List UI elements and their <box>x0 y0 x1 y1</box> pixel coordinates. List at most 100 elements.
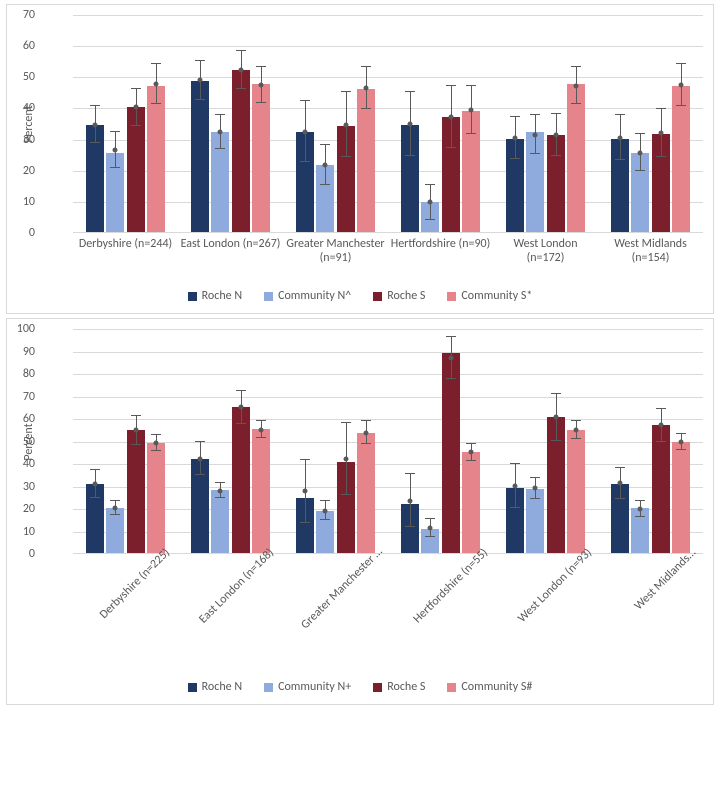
bar <box>672 86 690 232</box>
y-tick: 10 <box>23 195 41 209</box>
bar <box>191 81 209 232</box>
bar-group <box>493 15 598 232</box>
bar <box>106 508 124 553</box>
y-tick: 50 <box>23 70 41 84</box>
bar <box>506 139 524 232</box>
bar <box>232 70 250 232</box>
legend-swatch <box>188 683 197 692</box>
y-tick: 40 <box>23 457 41 471</box>
bar-group <box>178 329 283 553</box>
bar <box>86 125 104 232</box>
plot-area <box>73 329 703 554</box>
y-tick: 40 <box>23 101 41 115</box>
legend-label: Roche S <box>387 289 425 303</box>
bar <box>611 139 629 232</box>
bar <box>357 89 375 232</box>
legend-item: Community S* <box>447 289 532 303</box>
y-tick: 60 <box>23 39 41 53</box>
chart-panel-1: Percent0102030405060708090100Derbyshire … <box>6 318 714 705</box>
bar <box>211 490 229 553</box>
bar <box>611 484 629 553</box>
legend: Roche N Community N^ Roche S Community S* <box>17 281 703 313</box>
bar <box>337 126 355 232</box>
x-label: Greater Manchester (n=91) <box>283 233 388 281</box>
y-tick: 50 <box>23 435 41 449</box>
bar <box>296 132 314 232</box>
bar-group <box>493 329 598 553</box>
bar <box>547 135 565 232</box>
bar-group <box>73 329 178 553</box>
legend-label: Roche S <box>387 680 425 694</box>
bar <box>127 107 145 232</box>
x-label: Derbyshire (n=244) <box>73 233 178 281</box>
bar-group <box>388 15 493 232</box>
bar <box>86 484 104 553</box>
y-tick: 0 <box>29 547 41 561</box>
bar-group <box>283 15 388 232</box>
y-tick: 20 <box>23 502 41 516</box>
bar <box>631 508 649 553</box>
y-tick: 70 <box>23 390 41 404</box>
legend-item: Roche N <box>188 680 242 694</box>
chart-panel-0: Percent010203040506070Derbyshire (n=244)… <box>6 4 714 314</box>
y-tick: 20 <box>23 164 41 178</box>
bar <box>401 125 419 232</box>
legend-label: Community S* <box>461 289 532 303</box>
bar <box>211 132 229 232</box>
y-tick: 70 <box>23 8 41 22</box>
bar <box>506 488 524 553</box>
y-tick: 60 <box>23 412 41 426</box>
y-tick: 30 <box>23 480 41 494</box>
bar <box>147 86 165 232</box>
bar <box>631 153 649 232</box>
bar <box>672 442 690 553</box>
legend-label: Community N^ <box>278 289 351 303</box>
bar <box>401 504 419 554</box>
bar <box>127 430 145 553</box>
bar <box>652 425 670 553</box>
y-tick: 0 <box>29 226 41 240</box>
bar <box>421 529 439 553</box>
plot-area <box>73 15 703 233</box>
bar <box>252 429 270 553</box>
bar <box>147 443 165 553</box>
legend-label: Roche N <box>202 289 242 303</box>
bar <box>567 430 585 553</box>
bar-group <box>598 15 703 232</box>
legend-swatch <box>373 292 382 301</box>
legend-swatch <box>188 292 197 301</box>
bar <box>462 111 480 232</box>
bar-group <box>598 329 703 553</box>
y-tick: 80 <box>23 367 41 381</box>
bar-group <box>178 15 283 232</box>
x-label: West London (n=172) <box>493 233 598 281</box>
bar <box>421 202 439 232</box>
bar <box>357 433 375 553</box>
bar <box>442 353 460 553</box>
bar <box>547 417 565 553</box>
bar <box>337 462 355 553</box>
bar-group <box>283 329 388 553</box>
bar <box>191 459 209 554</box>
y-tick: 90 <box>23 345 41 359</box>
bar <box>252 84 270 232</box>
legend-item: Roche S <box>373 289 425 303</box>
legend-swatch <box>447 292 456 301</box>
y-tick: 30 <box>23 133 41 147</box>
legend-swatch <box>264 292 273 301</box>
bar-group <box>388 329 493 553</box>
bar <box>462 452 480 553</box>
legend-item: Roche N <box>188 289 242 303</box>
bar <box>526 489 544 553</box>
bar-group <box>73 15 178 232</box>
y-tick: 10 <box>23 525 41 539</box>
x-label: West Midlands… <box>612 543 720 694</box>
bar <box>106 153 124 232</box>
bar <box>232 407 250 553</box>
bar <box>442 117 460 232</box>
legend-item: Community N^ <box>264 289 351 303</box>
x-label: Hertfordshire (n=90) <box>388 233 493 281</box>
bar <box>567 84 585 232</box>
bar <box>316 165 334 232</box>
bar <box>526 132 544 232</box>
